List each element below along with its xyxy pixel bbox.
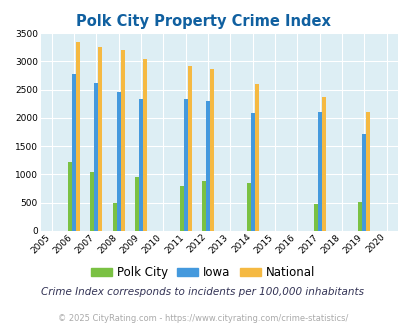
Bar [94,83,98,231]
Legend: Polk City, Iowa, National: Polk City, Iowa, National [86,262,319,284]
Bar [313,204,317,231]
Bar [246,183,250,231]
Bar [120,50,124,231]
Bar [179,186,183,231]
Bar [187,66,191,231]
Bar [317,112,321,231]
Bar [113,203,117,231]
Bar [209,69,213,231]
Bar [98,47,102,231]
Bar [250,113,254,231]
Bar [202,181,206,231]
Bar [358,202,362,231]
Bar [362,134,365,231]
Bar [143,59,147,231]
Text: © 2025 CityRating.com - https://www.cityrating.com/crime-statistics/: © 2025 CityRating.com - https://www.city… [58,314,347,323]
Bar [206,101,209,231]
Bar [254,84,258,231]
Bar [76,42,80,231]
Bar [72,74,76,231]
Bar [117,92,120,231]
Text: Polk City Property Crime Index: Polk City Property Crime Index [75,14,330,29]
Bar [183,99,187,231]
Bar [365,112,369,231]
Bar [90,172,94,231]
Bar [139,99,143,231]
Bar [68,162,72,231]
Text: Crime Index corresponds to incidents per 100,000 inhabitants: Crime Index corresponds to incidents per… [41,287,364,297]
Bar [321,97,325,231]
Bar [135,177,139,231]
